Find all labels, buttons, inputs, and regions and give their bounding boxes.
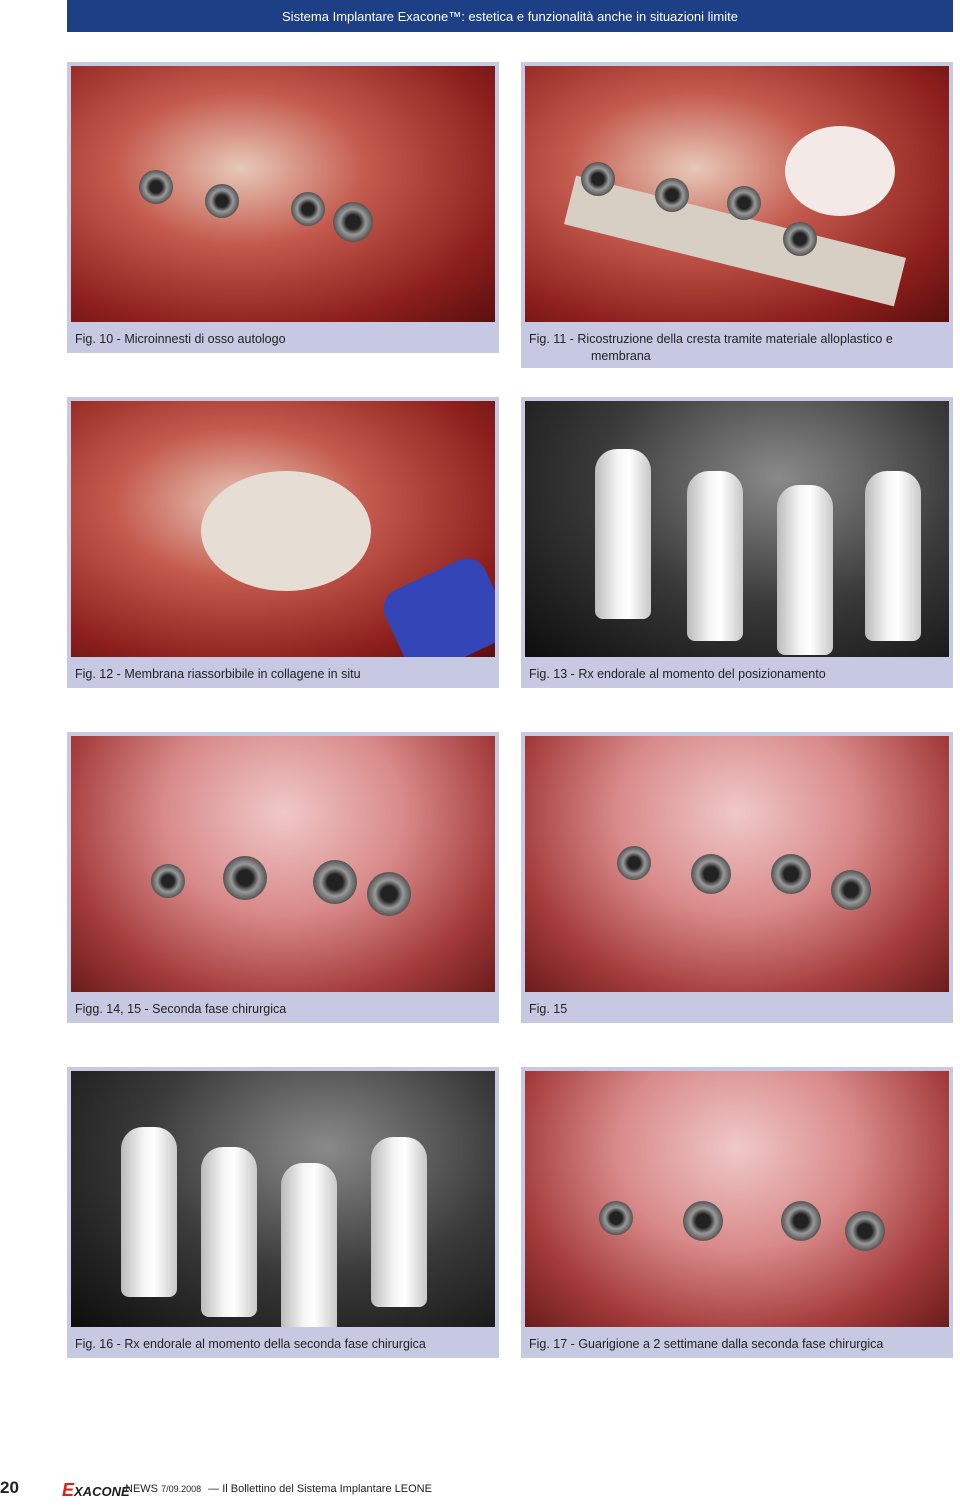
implant xyxy=(223,856,267,900)
figure: Fig. 17 - Guarigione a 2 settimane dalla… xyxy=(521,1067,953,1358)
implant xyxy=(333,202,373,242)
caption: Fig. 13 - Rx endorale al momento del pos… xyxy=(529,667,826,681)
implant xyxy=(371,1137,427,1307)
footer: 20 EXACONE NEWS 7/09.2008 — Il Bollettin… xyxy=(0,1478,960,1508)
photo xyxy=(71,401,495,657)
implant xyxy=(205,184,239,218)
photo xyxy=(71,1071,495,1327)
photo xyxy=(71,66,495,322)
caption: Fig. 17 - Guarigione a 2 settimane dalla… xyxy=(529,1337,884,1351)
implant xyxy=(771,854,811,894)
caption: Fig. 10 - Microinnesti di osso autologo xyxy=(75,332,286,346)
figure: Fig. 10 - Microinnesti di osso autologo xyxy=(67,62,499,353)
implant xyxy=(727,186,761,220)
publication: — Il Bollettino del Sistema Implantare L… xyxy=(208,1483,432,1495)
implant xyxy=(313,860,357,904)
implant xyxy=(281,1163,337,1327)
caption: Figg. 14, 15 - Seconda fase chirurgica xyxy=(75,1002,287,1016)
implant xyxy=(655,178,689,212)
implant xyxy=(683,1201,723,1241)
figure: Fig. 13 - Rx endorale al momento del pos… xyxy=(521,397,953,688)
photo xyxy=(525,66,949,322)
implant xyxy=(291,192,325,226)
implant xyxy=(201,1147,257,1317)
header-title: Sistema Implantare Exacone™: estetica e … xyxy=(67,0,953,32)
figure: Figg. 14, 15 - Seconda fase chirurgica xyxy=(67,732,499,1023)
caption: Fig. 12 - Membrana riassorbibile in coll… xyxy=(75,667,361,681)
implant xyxy=(777,485,833,655)
figure: Fig. 16 - Rx endorale al momento della s… xyxy=(67,1067,499,1358)
shape xyxy=(785,126,895,216)
issue: 7/09.2008 xyxy=(161,1484,202,1494)
implant xyxy=(581,162,615,196)
implant xyxy=(781,1201,821,1241)
shape xyxy=(377,551,495,657)
photo xyxy=(525,401,949,657)
news: NEWS xyxy=(125,1483,158,1495)
implant xyxy=(139,170,173,204)
figure: Fig. 11 - Ricostruzione della cresta tra… xyxy=(521,62,953,368)
footer-text: NEWS 7/09.2008 — Il Bollettino del Siste… xyxy=(125,1483,432,1495)
implant xyxy=(367,872,411,916)
implant xyxy=(691,854,731,894)
photo xyxy=(525,1071,949,1327)
shape xyxy=(201,471,371,591)
implant xyxy=(151,864,185,898)
implant xyxy=(599,1201,633,1235)
photo xyxy=(525,736,949,992)
figure: Fig. 12 - Membrana riassorbibile in coll… xyxy=(67,397,499,688)
caption: Fig. 16 - Rx endorale al momento della s… xyxy=(75,1337,426,1351)
figure: Fig. 15 xyxy=(521,732,953,1023)
implant xyxy=(783,222,817,256)
implant xyxy=(865,471,921,641)
logo: EXACONE xyxy=(62,1480,130,1500)
implant xyxy=(595,449,651,619)
implant xyxy=(121,1127,177,1297)
caption: Fig. 11 - Ricostruzione della cresta tra… xyxy=(529,332,893,363)
implant xyxy=(617,846,651,880)
implant xyxy=(831,870,871,910)
implant xyxy=(687,471,743,641)
page-number: 20 xyxy=(0,1478,19,1497)
caption: Fig. 15 xyxy=(529,1002,568,1016)
implant xyxy=(845,1211,885,1251)
photo xyxy=(71,736,495,992)
